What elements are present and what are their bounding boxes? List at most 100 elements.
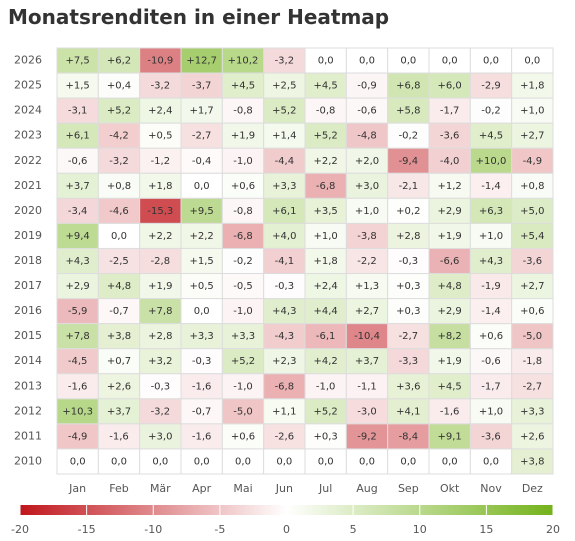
cell-label: +0,6: [479, 331, 503, 342]
cell: [469, 398, 513, 425]
cell: [511, 172, 554, 199]
cell-label: +2,2: [314, 156, 338, 167]
cell: [345, 172, 389, 199]
cell-label: +5,2: [231, 356, 255, 367]
cell: [56, 423, 99, 450]
cell-label: +1,0: [479, 406, 503, 417]
cell-label: 0,0: [194, 456, 210, 467]
cell-label: +2,5: [272, 81, 296, 92]
cell-label: +9,5: [190, 206, 214, 217]
cell-label: +1,9: [148, 281, 172, 292]
cell-label: +0,2: [396, 206, 420, 217]
cell: [469, 423, 513, 450]
cell-label: 0,0: [442, 56, 458, 67]
cell-label: +0,6: [231, 181, 255, 192]
cell: [304, 197, 347, 224]
cell-label: -1,7: [440, 106, 460, 117]
cell: [221, 72, 265, 99]
x-tick-label: Jun: [275, 482, 293, 495]
cell: [511, 97, 554, 124]
cell-label: +1,9: [231, 131, 255, 142]
cell-label: -0,2: [399, 131, 419, 142]
cell-label: +3,0: [148, 431, 172, 442]
cell: [263, 122, 306, 149]
cell: [345, 147, 389, 174]
cell-label: +0,3: [396, 281, 420, 292]
cell-label: -4,2: [109, 131, 129, 142]
cell-label: +3,8: [107, 331, 131, 342]
cell-label: -6,8: [275, 381, 295, 392]
y-tick-label: 2017: [14, 279, 42, 292]
cell-label: -0,6: [357, 106, 377, 117]
cell-label: +10,3: [62, 406, 93, 417]
cell: [97, 247, 141, 275]
cell-label: +4,5: [231, 81, 255, 92]
color-bar-tick-label: -10: [144, 523, 162, 536]
cell-label: +3,6: [396, 381, 420, 392]
cell: [139, 298, 182, 325]
cell-label: +3,2: [148, 356, 172, 367]
cell: [56, 222, 99, 249]
cell-label: -1,9: [481, 281, 501, 292]
cell-label: +2,7: [520, 131, 544, 142]
cell-label: -6,8: [316, 181, 336, 192]
cell: [263, 348, 306, 375]
cell-label: -9,2: [357, 431, 377, 442]
cell-label: 0,0: [194, 181, 210, 192]
cell-label: -0,2: [481, 106, 501, 117]
cell: [56, 172, 99, 199]
cell-label: -6,6: [440, 256, 460, 267]
cell-label: +2,9: [66, 281, 90, 292]
cell-label: -4,9: [68, 431, 88, 442]
cell-label: +2,3: [272, 356, 296, 367]
cell: [511, 72, 554, 99]
cell-label: +12,7: [186, 56, 217, 67]
y-tick-label: 2025: [14, 79, 42, 92]
cell-label: +3,3: [231, 331, 255, 342]
cell-label: -3,6: [481, 431, 501, 442]
cell-label: -0,7: [192, 406, 212, 417]
cell-label: -3,2: [109, 156, 129, 167]
cell: [97, 298, 141, 325]
cell: [387, 122, 430, 149]
cell: [56, 373, 99, 400]
cell-label: -1,4: [481, 181, 501, 192]
cell-label: -0,3: [151, 381, 171, 392]
cell-label: +2,8: [396, 231, 420, 242]
cell: [428, 122, 471, 149]
cell: [97, 47, 141, 74]
cell-label: +5,4: [520, 231, 544, 242]
cell-label: +4,3: [272, 306, 296, 317]
cell: [428, 373, 471, 400]
cell-label: -0,4: [192, 156, 212, 167]
cell-label: +4,5: [438, 381, 462, 392]
cell-label: +4,8: [107, 281, 131, 292]
cell: [180, 197, 223, 224]
cell: [56, 147, 99, 174]
cell-label: +9,4: [66, 231, 90, 242]
cell: [97, 273, 141, 300]
cell-label: -1,7: [481, 381, 501, 392]
cell-label: +6,1: [66, 131, 90, 142]
cell-label: +3,3: [520, 406, 544, 417]
cell: [511, 298, 554, 325]
cell-label: +2,6: [107, 381, 131, 392]
x-tick-label: Nov: [480, 482, 502, 495]
cell-label: +3,7: [66, 181, 90, 192]
cell-label: +4,1: [396, 406, 420, 417]
cell-label: -1,2: [151, 156, 171, 167]
y-tick-label: 2023: [14, 129, 42, 142]
cell: [345, 423, 389, 450]
cell-label: +4,8: [438, 281, 462, 292]
cell-label: -3,0: [357, 406, 377, 417]
cell: [263, 147, 306, 174]
cell: [304, 97, 347, 124]
cell-label: 0,0: [359, 56, 375, 67]
color-bar-tick-label: 0: [283, 523, 290, 536]
cell: [304, 147, 347, 174]
x-tick-label: Okt: [440, 482, 460, 495]
y-tick-label: 2019: [14, 229, 42, 242]
cell: [139, 348, 182, 375]
cell-label: +1,8: [314, 256, 338, 267]
cell: [304, 323, 347, 350]
